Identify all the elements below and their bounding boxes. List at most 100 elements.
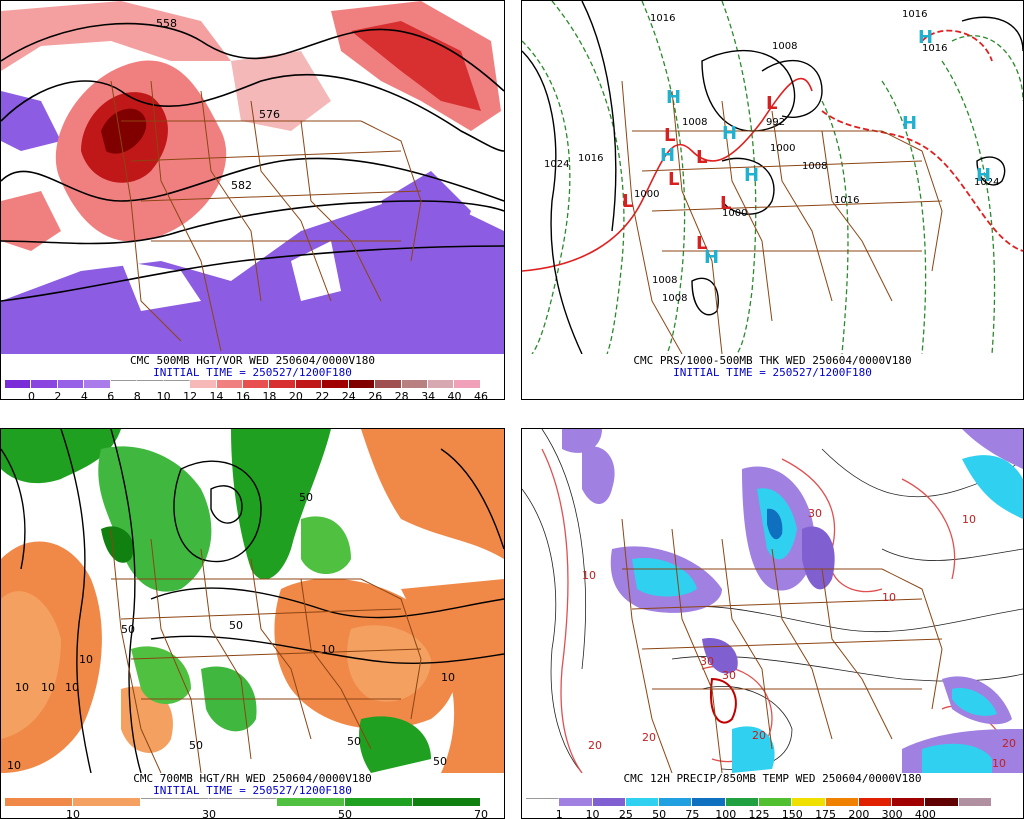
legend-swatch (110, 380, 138, 388)
legend-tick-label: 125 (748, 808, 770, 819)
isobar-label: 1016 (834, 195, 859, 206)
legend-swatch (209, 798, 277, 806)
legend-swatch (57, 380, 85, 388)
legend-swatch (725, 798, 759, 806)
rh-label: 50 (347, 735, 361, 748)
legend-tick-label: 14 (209, 390, 224, 400)
isobar-label: 1008 (682, 117, 707, 128)
high-pressure-marker: H (666, 87, 681, 108)
caption-line1: CMC 500MB HGT/VOR WED 250604/0000V180 (129, 354, 376, 367)
legend-tick-label: 18 (262, 390, 277, 400)
contour-label-576: 576 (259, 108, 280, 121)
legend-tick-label: 150 (781, 808, 803, 819)
legend-tick-label: 8 (133, 390, 141, 400)
humidity-color-bar (5, 798, 481, 806)
legend-swatch (792, 798, 826, 806)
legend-swatch (375, 380, 402, 388)
caption-line1: CMC 12H PRECIP/850MB TEMP WED 250604/000… (623, 772, 922, 785)
high-pressure-marker: H (744, 165, 759, 186)
temp-label: 20 (588, 739, 602, 752)
legend-tick-label: 46 (474, 390, 488, 400)
legend-tick-label: 0 (27, 390, 35, 400)
caption-line1: CMC 700MB HGT/RH WED 250604/0000V180 (133, 772, 372, 785)
legend-tick-label: 20 (288, 390, 303, 400)
temp-label: 30 (700, 655, 714, 668)
rh-label: 10 (15, 681, 29, 694)
legend-swatch (625, 798, 660, 806)
legend-tick-label: 50 (338, 808, 352, 819)
legend-swatch (825, 798, 859, 806)
temp-label: 10 (582, 569, 596, 582)
legend-swatch (454, 380, 481, 388)
caption-line2: INITIAL TIME = 250527/1200F180 (153, 784, 352, 797)
caption-line2: INITIAL TIME = 250527/1200F180 (673, 366, 872, 379)
low-pressure-marker: L (720, 193, 731, 214)
legend-swatch (428, 380, 455, 388)
high-pressure-marker: H (902, 113, 917, 134)
temp-label: 10 (882, 591, 896, 604)
rh-label: 50 (121, 623, 135, 636)
contour-label-558: 558 (156, 17, 177, 30)
rh-label: 50 (299, 491, 313, 504)
rh-label: 10 (321, 643, 335, 656)
legend-swatch (892, 798, 926, 806)
caption-line1: CMC PRS/1000-500MB THK WED 250604/0000V1… (633, 354, 912, 367)
legend-tick-label: 4 (80, 390, 88, 400)
legend-swatch (73, 798, 141, 806)
legend-tick-label: 50 (652, 808, 667, 819)
temp-label: 10 (962, 513, 976, 526)
contour-label-582: 582 (231, 179, 252, 192)
legend-tick-label: 70 (474, 808, 488, 819)
temp-label: 30 (808, 507, 822, 520)
panel-pressure-thickness: 1024 1016 1008 1000 1008 1000 1008 1016 … (521, 0, 1024, 400)
legend-tick-label: 10 (585, 808, 600, 819)
legend-tick-label: 34 (421, 390, 436, 400)
rh-label: 50 (433, 755, 447, 768)
legend-swatch (141, 798, 209, 806)
legend-tick-label: 26 (368, 390, 383, 400)
high-pressure-marker: H (722, 123, 737, 144)
legend-swatch (277, 798, 345, 806)
rh-label: 10 (441, 671, 455, 684)
low-pressure-marker: L (622, 191, 633, 212)
low-pressure-marker: L (696, 147, 707, 168)
rh-label: 10 (41, 681, 55, 694)
low-pressure-marker: L (766, 93, 777, 114)
isobar-label: 1000 (722, 208, 747, 219)
vorticity-legend-ticks: 0 2 4 6 8 10 12 14 16 18 20 22 24 26 28 34 40 46 (5, 390, 488, 400)
legend-swatch (216, 380, 243, 388)
legend-swatch (345, 798, 413, 806)
legend-tick-label: 22 (315, 390, 330, 400)
legend-swatch (137, 380, 164, 388)
legend-swatch (5, 380, 32, 388)
isobar-label: 1008 (662, 293, 687, 304)
isobar-label: 1016 (578, 153, 603, 164)
legend-swatch (925, 798, 959, 806)
humidity-legend-ticks: 1030507090 (5, 808, 488, 819)
legend-swatch (322, 380, 349, 388)
isobar-label: 1000 (634, 189, 659, 200)
legend-swatch (163, 380, 191, 388)
precip-map: 30 20 10 20 30 10 20 10 30 20 10 (522, 429, 1023, 773)
legend-tick-label: 16 (236, 390, 250, 400)
legend-tick-label: 10 (156, 390, 171, 400)
vorticity-color-bar (5, 380, 481, 388)
legend-tick-label: 12 (183, 390, 198, 400)
legend-swatch (401, 380, 428, 388)
isobar-label: 1008 (772, 41, 797, 52)
legend-tick-label: 25 (618, 808, 633, 819)
legend-swatch (5, 798, 73, 806)
high-pressure-marker: H (660, 145, 675, 166)
rh-label: 10 (79, 653, 93, 666)
isobar-label: 1016 (650, 13, 675, 24)
legend-swatch (858, 798, 893, 806)
isobar-label: 1024 (544, 159, 569, 170)
low-pressure-marker: L (668, 169, 679, 190)
legend-swatch (592, 798, 626, 806)
temp-label: 10 (992, 757, 1006, 770)
legend-tick-label: 2 (54, 390, 62, 400)
legend-tick-label: 400 (914, 808, 936, 819)
legend-swatch (190, 380, 217, 388)
legend-tick-label: 100 (715, 808, 737, 819)
legend-tick-label: 200 (848, 808, 870, 819)
